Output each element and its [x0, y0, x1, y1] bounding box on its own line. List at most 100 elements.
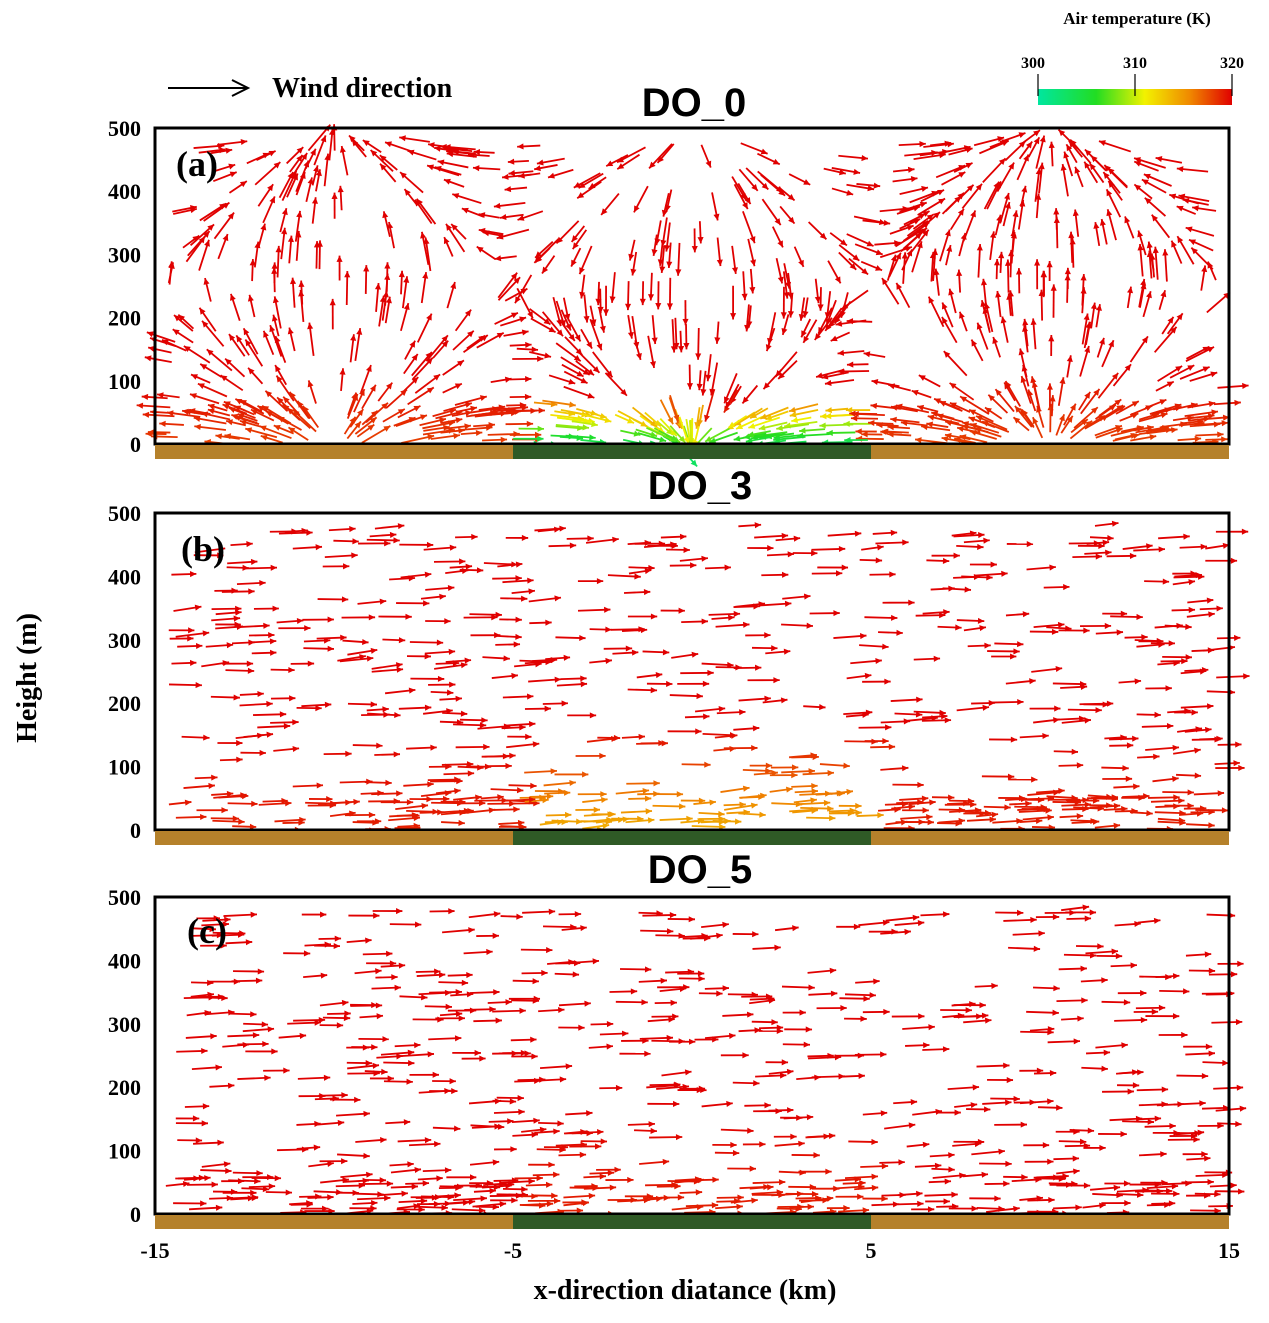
wind-vector [1027, 1196, 1055, 1204]
wind-vector [753, 770, 778, 777]
wind-vector [363, 1177, 387, 1184]
wind-vector [1158, 533, 1190, 540]
wind-vector [1184, 667, 1209, 674]
wind-vector [517, 210, 544, 221]
wind-vector [307, 322, 315, 356]
wind-vector [1079, 345, 1091, 377]
wind-vector [1008, 249, 1015, 278]
wind-vector [237, 413, 258, 422]
wind-vector [224, 357, 246, 378]
wind-vector [1194, 1191, 1221, 1198]
wind-vector [1008, 945, 1041, 952]
wind-vector [1188, 967, 1216, 974]
wind-vector [859, 643, 889, 650]
wind-vector [575, 360, 595, 376]
wind-vector [600, 192, 620, 216]
y-tick-label: 100 [108, 1139, 141, 1164]
wind-vector [776, 423, 810, 431]
wind-vector [809, 610, 840, 617]
wind-vector [322, 1015, 351, 1022]
wind-vector [253, 711, 287, 718]
wind-vector [854, 1051, 887, 1058]
wind-vector [463, 614, 498, 621]
wind-vector [931, 1166, 955, 1173]
wind-vector [605, 154, 629, 167]
wind-vector [1080, 622, 1112, 629]
wind-vector [253, 241, 261, 268]
y-tick-label: 300 [108, 1012, 141, 1037]
wind-vector [720, 1127, 754, 1134]
wind-vector [1102, 775, 1133, 782]
wind-vector [701, 921, 729, 929]
wind-vector [1162, 789, 1194, 796]
wind-vector [900, 813, 933, 821]
wind-vector [1018, 141, 1033, 160]
wind-vector [229, 1011, 257, 1018]
y-tick-label: 0 [130, 818, 141, 843]
colorbar-ticklabel-300: 300 [1021, 55, 1045, 72]
wind-vector [993, 259, 1001, 280]
x-tick-label: 15 [1218, 1238, 1240, 1263]
wind-vector [499, 616, 522, 623]
wind-vector [1067, 707, 1102, 714]
wind-vector [675, 242, 682, 276]
wind-vector [1141, 178, 1167, 194]
wind-vector [452, 1049, 481, 1056]
wind-vector [666, 277, 673, 310]
wind-vector [570, 225, 586, 243]
wind-vector [403, 781, 434, 788]
wind-vector [1021, 325, 1029, 353]
wind-vector [627, 687, 658, 694]
wind-vector [928, 1178, 952, 1185]
wind-vector [247, 294, 256, 318]
wind-vector [361, 425, 391, 444]
wind-vector [175, 1115, 200, 1122]
wind-vector [466, 409, 498, 418]
wind-vector [1182, 1151, 1208, 1158]
wind-vector [1000, 316, 1009, 343]
wind-vector [1016, 154, 1030, 181]
wind-vector [315, 169, 322, 192]
wind-vector [829, 232, 848, 247]
wind-vector [827, 260, 842, 284]
wind-vector [1144, 1123, 1176, 1130]
wind-vector [347, 647, 378, 656]
wind-vector [524, 797, 549, 804]
wind-vector [415, 1194, 439, 1201]
wind-vector [924, 1191, 958, 1198]
wind-vector [1005, 678, 1036, 685]
wind-vector [1105, 188, 1122, 218]
wind-vector [199, 363, 223, 378]
wind-vector [1195, 1171, 1229, 1179]
wind-vector [297, 1074, 331, 1081]
wind-vector [1155, 156, 1183, 164]
wind-vector [335, 1189, 359, 1196]
wind-vector [976, 322, 989, 350]
surface-vegetation [513, 1215, 871, 1229]
wind-vector [792, 550, 818, 557]
wind-vector [757, 152, 781, 166]
wind-vector [684, 713, 710, 720]
wind-vector [956, 617, 985, 624]
wind-vector [494, 311, 519, 325]
wind-vector [399, 135, 430, 143]
x-axis: -15 -5 5 15 [140, 1238, 1240, 1263]
wind-vector [651, 315, 658, 345]
wind-vector [192, 926, 216, 933]
wind-vector [1006, 541, 1034, 548]
wind-vector [403, 188, 418, 206]
wind-vector [605, 1176, 634, 1183]
wind-vector [816, 790, 845, 797]
wind-vector [241, 1186, 270, 1193]
wind-vector [953, 1002, 986, 1009]
wind-vector [585, 536, 619, 544]
wind-vector [646, 680, 673, 687]
wind-vector [989, 231, 997, 261]
wind-vector [824, 379, 855, 386]
wind-vector [1012, 930, 1045, 937]
wind-vector [1049, 395, 1056, 417]
wind-vector [368, 798, 400, 805]
wind-vector [359, 1180, 394, 1187]
wind-vector [850, 415, 879, 422]
wind-vector [271, 314, 280, 337]
